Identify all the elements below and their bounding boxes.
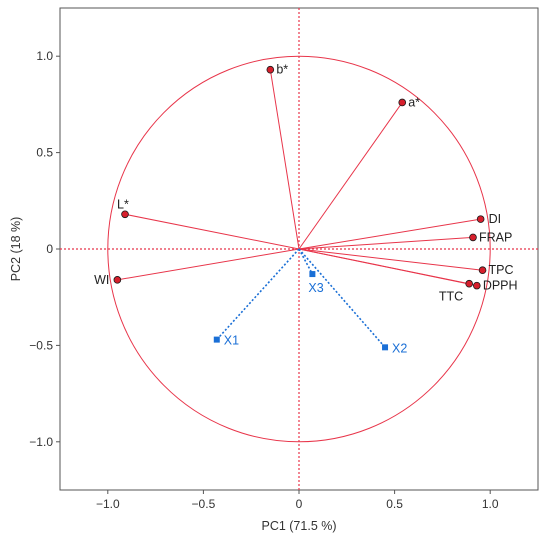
y-tick-label: −1.0 (29, 435, 53, 449)
vector-frap (298, 236, 474, 250)
y-tick-label: 1.0 (36, 49, 53, 63)
y-tick-label: 0 (46, 242, 53, 256)
ticks-group: −1.0 −0.5 0 0.5 1.0 −1.0 −0.5 0 0.5 1.0 (29, 49, 499, 511)
point-bstar (266, 65, 275, 74)
vector-tpc (298, 248, 483, 271)
point-ttc (465, 279, 473, 288)
vector-di (298, 218, 481, 250)
point-x1 (213, 336, 220, 343)
label-dpph: DPPH (483, 279, 518, 293)
y-axis-title: PC2 (18 %) (9, 217, 23, 282)
label-tpc: TPC (489, 263, 514, 277)
point-lstar (121, 210, 129, 219)
point-astar (398, 98, 407, 107)
label-x2: X2 (392, 341, 407, 355)
vector-astar (298, 102, 403, 250)
label-ttc: TTC (439, 290, 463, 304)
y-tick-label: −0.5 (29, 338, 53, 352)
label-astar: a* (408, 95, 420, 109)
active-vectors-group (117, 69, 483, 287)
point-x3 (309, 271, 316, 278)
x-tick-label: −0.5 (192, 497, 216, 511)
vector-bstar (269, 69, 300, 250)
vector-x3 (298, 248, 314, 275)
point-frap (469, 233, 477, 242)
label-lstar: L* (117, 197, 129, 211)
label-x3: X3 (308, 281, 323, 295)
vector-ttc (298, 248, 470, 285)
point-x2 (382, 344, 389, 351)
vector-x2 (298, 248, 386, 348)
points-group (113, 65, 487, 351)
label-wi: WI (94, 273, 109, 287)
vector-x1 (216, 248, 300, 341)
point-dpph (473, 281, 481, 290)
vector-wi (117, 248, 300, 281)
vector-lstar (124, 213, 300, 250)
point-labels-group: b* a* L* WI DI FRAP TPC DPPH TTC X1 X2 X3 (94, 63, 517, 356)
correlation-circle-group (107, 55, 491, 443)
point-tpc (478, 266, 487, 275)
point-di (476, 215, 485, 223)
point-wi (113, 276, 122, 284)
label-di: DI (489, 212, 502, 226)
x-tick-label: −1.0 (96, 497, 120, 511)
correlation-circle (107, 55, 491, 443)
y-tick-label: 0.5 (36, 146, 53, 160)
label-bstar: b* (276, 63, 288, 77)
x-tick-label: 0.5 (386, 497, 403, 511)
x-tick-label: 0 (296, 497, 303, 511)
label-x1: X1 (224, 334, 239, 348)
x-tick-label: 1.0 (482, 497, 499, 511)
x-axis-title: PC1 (71.5 %) (261, 519, 336, 533)
supplementary-vectors-group (216, 248, 386, 348)
label-frap: FRAP (479, 230, 512, 244)
